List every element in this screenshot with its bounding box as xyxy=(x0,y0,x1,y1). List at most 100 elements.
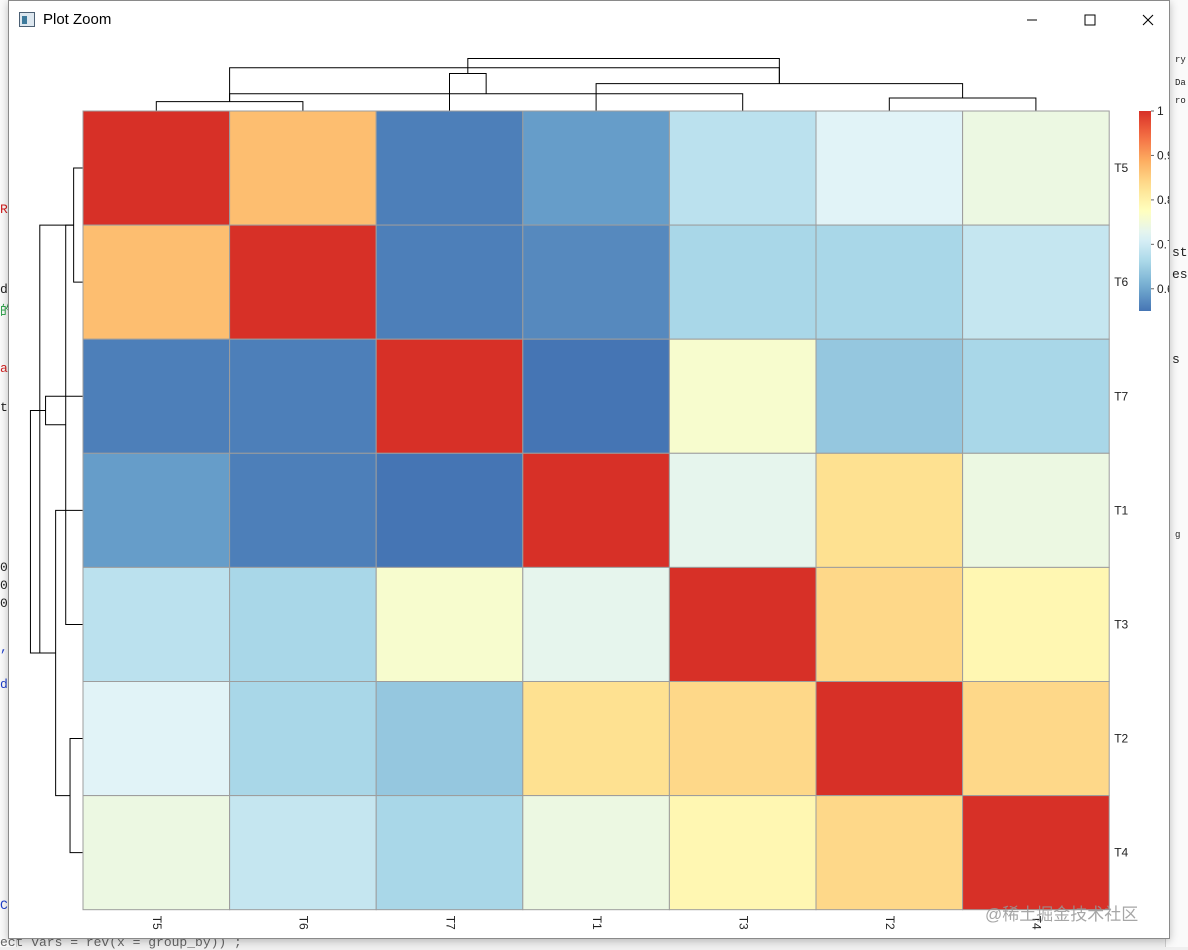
column-label: T4 xyxy=(1030,916,1044,930)
title-bar[interactable]: Plot Zoom xyxy=(9,1,1169,39)
heatmap-cell-T1-T1 xyxy=(522,452,670,568)
heatmap-cell-T5-T7 xyxy=(375,110,524,226)
heatmap-cell-T6-T1 xyxy=(522,224,670,340)
top-dendrogram-branch-6 xyxy=(467,57,780,84)
top-dendrogram-branch-3 xyxy=(595,83,964,111)
heatmap-cell-T3-T5 xyxy=(82,566,231,683)
heatmap-cell-T6-T5 xyxy=(82,224,231,340)
bg-code-fragment: , xyxy=(0,640,8,655)
row-label: T3 xyxy=(1114,617,1128,631)
heatmap-cell-T4-T3 xyxy=(668,795,817,911)
minimize-button[interactable] xyxy=(1009,1,1055,39)
heatmap-cell-T3-T3 xyxy=(668,566,817,683)
heatmap-cell-T7-T5 xyxy=(82,338,231,454)
legend-tick-label: 0.9 xyxy=(1157,148,1169,162)
bg-code-fragment: a xyxy=(0,361,8,376)
row-label: T1 xyxy=(1114,503,1128,517)
legend-tick-label: 0.8 xyxy=(1157,193,1169,207)
row-label: T7 xyxy=(1114,389,1128,403)
heatmap-cell-T3-T7 xyxy=(375,566,524,683)
bg-code-fragment: 0 xyxy=(0,578,8,593)
heatmap-cell-T5-T5 xyxy=(82,110,231,226)
heatmap-cell-T1-T5 xyxy=(82,452,231,568)
bg-code-fragment: 0 xyxy=(0,560,8,575)
heatmap-cell-T6-T2 xyxy=(815,224,964,340)
heatmap-cell-T7-T2 xyxy=(815,338,964,454)
heatmap-cell-T7-T1 xyxy=(522,338,670,454)
bg-code-fragment: d xyxy=(0,282,8,297)
row-label: T6 xyxy=(1114,275,1128,289)
heatmap-cell-T6-T7 xyxy=(375,224,524,340)
heatmap-cell-T5-T1 xyxy=(522,110,670,226)
heatmap-cell-T6-T4 xyxy=(962,224,1110,340)
heatmap-cell-T5-T6 xyxy=(229,110,377,226)
watermark-text: @稀土掘金技术社区 xyxy=(985,905,1139,924)
legend-tick-label: 0.6 xyxy=(1157,282,1169,296)
left-dendrogram-branch-0 xyxy=(73,167,83,283)
legend-tick-label: 0.7 xyxy=(1157,237,1169,251)
heatmap-cell-T3-T1 xyxy=(522,566,670,683)
left-dendrogram-branch-4 xyxy=(45,395,83,426)
top-dendrogram-branch-1 xyxy=(888,97,1037,111)
heatmap-cell-T1-T6 xyxy=(229,452,377,568)
column-label: T3 xyxy=(737,916,751,930)
heatmap-cell-T2-T3 xyxy=(668,681,817,797)
legend-ticks: 1 0.9 0.8 0.7 0.6 xyxy=(1151,104,1169,296)
heatmap-cell-T3-T6 xyxy=(229,566,377,683)
bg-panel-fragment: s xyxy=(1172,352,1180,367)
bg-panel-fragment: Da xyxy=(1175,78,1186,88)
heatmap-cell-T7-T4 xyxy=(962,338,1110,454)
row-labels: T5 T6 T7 T1 T3 T2 T4 xyxy=(1114,161,1128,860)
bg-code-fragment: t xyxy=(0,400,8,415)
heatmap-cell-T5-T3 xyxy=(668,110,817,226)
heatmap-cell-T2-T6 xyxy=(229,681,377,797)
legend-tick-label: 1 xyxy=(1157,104,1164,118)
heatmap-cell-T2-T2 xyxy=(815,681,964,797)
bg-panel-fragment: ro xyxy=(1175,96,1186,106)
row-label: T5 xyxy=(1114,161,1128,175)
bg-panel-fragment: st xyxy=(1172,245,1188,260)
column-label: T2 xyxy=(883,916,897,930)
minimize-icon xyxy=(1027,19,1037,21)
maximize-button[interactable] xyxy=(1067,1,1113,39)
row-dendrogram xyxy=(29,167,83,854)
legend-color-bar xyxy=(1139,111,1151,311)
close-icon xyxy=(1142,14,1154,26)
heatmap-cell-T7-T7 xyxy=(375,338,524,454)
bg-code-fragment: C xyxy=(0,898,8,913)
close-button[interactable] xyxy=(1125,1,1171,39)
bg-code-fragment: 0 xyxy=(0,596,8,611)
heatmap-cell-T7-T3 xyxy=(668,338,817,454)
heatmap-cell-T2-T7 xyxy=(375,681,524,797)
left-dendrogram-branch-1 xyxy=(69,738,83,854)
bg-panel-fragment: g xyxy=(1175,530,1181,540)
plot-zoom-window: Plot Zoom T5 T6 T7 T1 T3 T2 T4 T5 T6 T7 T1 T3 T2 T4 … xyxy=(8,0,1170,939)
bg-panel-fragment: es xyxy=(1172,267,1188,282)
left-dendrogram-branch-2 xyxy=(65,224,83,625)
top-dendrogram-branch-2 xyxy=(229,93,744,111)
heatmap-cell-T4-T2 xyxy=(815,795,964,911)
column-label: T5 xyxy=(150,916,164,930)
heatmap-cell-T6-T6 xyxy=(229,224,377,340)
heatmap-cell-T4-T1 xyxy=(522,795,670,911)
column-label: T6 xyxy=(297,916,311,930)
column-label: T7 xyxy=(443,916,457,930)
heatmap-cell-T2-T4 xyxy=(962,681,1110,797)
top-dendrogram-branch-5 xyxy=(229,67,780,102)
bg-panel-fragment: ry xyxy=(1175,55,1186,65)
heatmap-cell-T6-T3 xyxy=(668,224,817,340)
heatmap-cell-T7-T6 xyxy=(229,338,377,454)
heatmap-cell-T5-T4 xyxy=(962,110,1110,226)
left-dendrogram-branch-6 xyxy=(29,410,56,654)
bg-code-fragment: d xyxy=(0,677,8,692)
bg-code-fragment: R xyxy=(0,202,8,217)
heatmap-cell-T1-T7 xyxy=(375,452,524,568)
heatmap-cell-T1-T4 xyxy=(962,452,1110,568)
heatmap-cell-T4-T7 xyxy=(375,795,524,911)
heatmap-cell-T2-T1 xyxy=(522,681,670,797)
left-dendrogram-branch-5 xyxy=(39,224,74,654)
window-title: Plot Zoom xyxy=(43,11,112,28)
heatmap-cell-T3-T2 xyxy=(815,566,964,683)
heatmap-cell-T3-T4 xyxy=(962,566,1110,683)
row-label: T4 xyxy=(1114,846,1128,860)
